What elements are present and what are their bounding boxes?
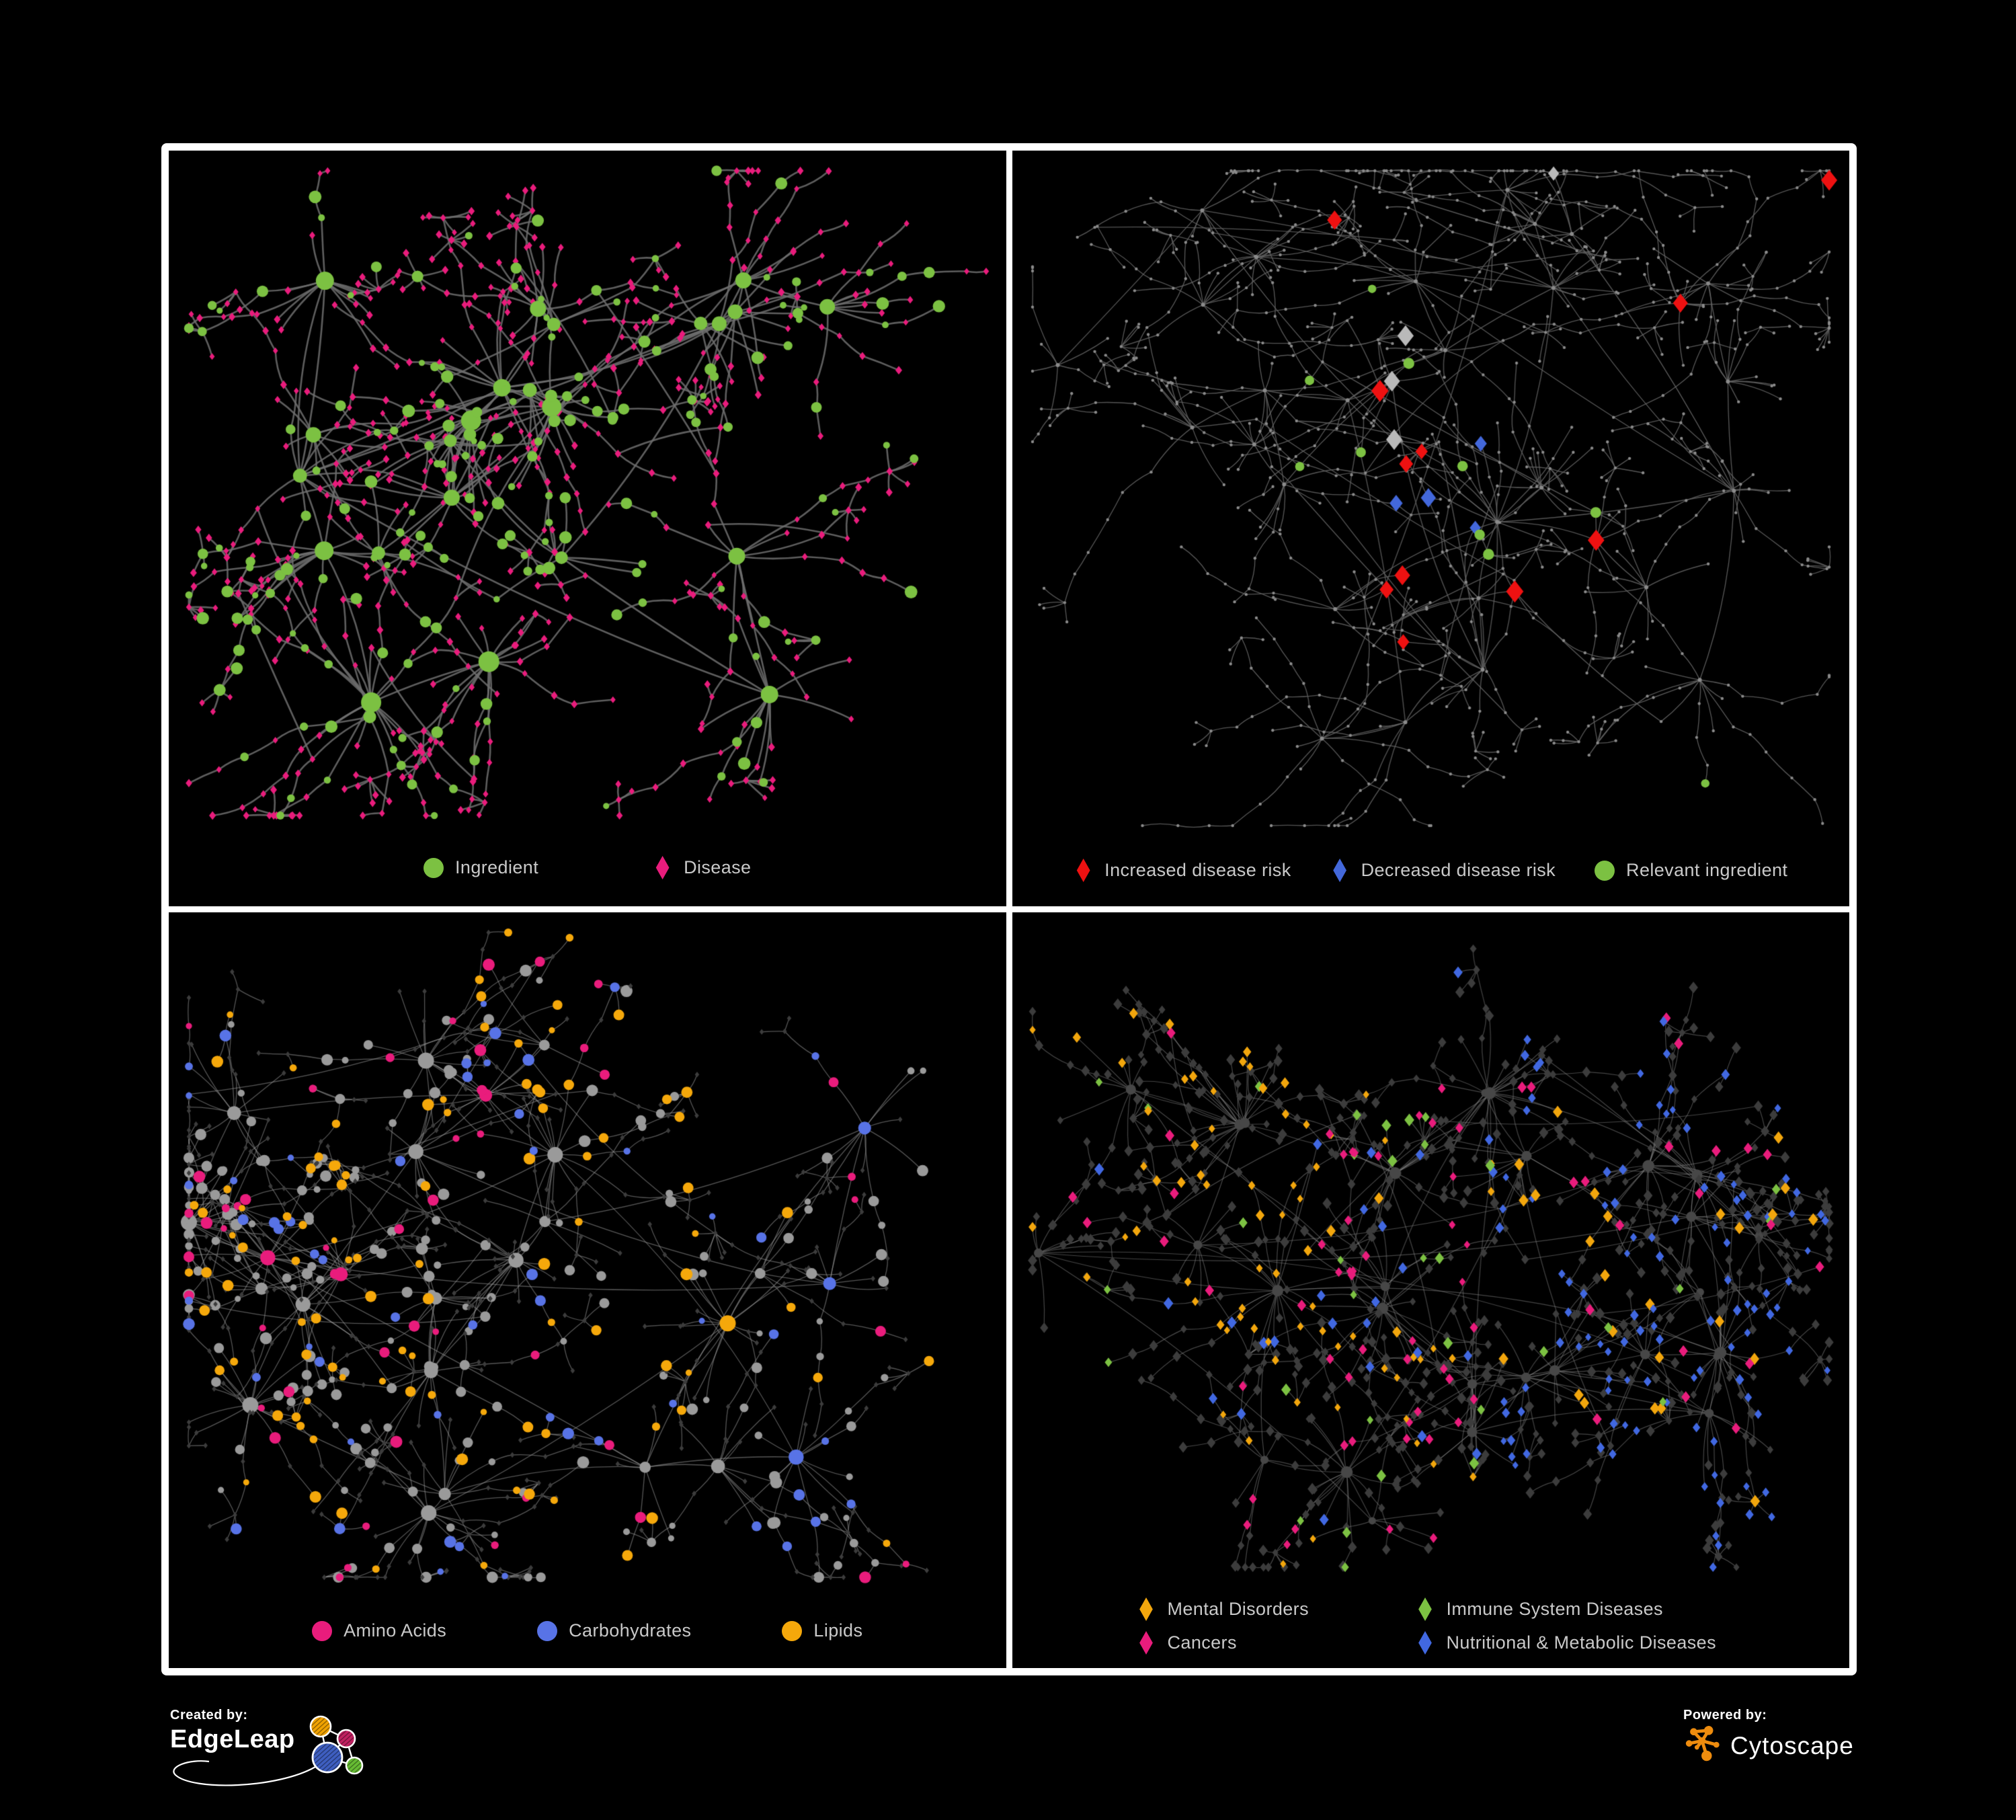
- figure-grid: Ingredient Disease Increased disease ris…: [161, 143, 1857, 1675]
- legend-item: Immune System Diseases: [1416, 1597, 1716, 1621]
- panel-disease-classes: Mental Disorders Immune System Diseases …: [1012, 912, 1850, 1668]
- diamond-marker-icon: [1076, 859, 1090, 882]
- circle-marker-icon: [782, 1620, 803, 1641]
- diamond-marker-icon: [1418, 1597, 1432, 1621]
- legend-item: Amino Acids: [312, 1620, 446, 1641]
- legend-item: Decreased disease risk: [1330, 859, 1556, 882]
- legend-item: Nutritional & Metabolic Diseases: [1416, 1631, 1716, 1655]
- legend-label: Cancers: [1167, 1632, 1237, 1653]
- cytoscape-logo-icon: [1685, 1726, 1720, 1762]
- legend-label: Immune System Diseases: [1446, 1599, 1663, 1619]
- diamond-marker-icon: [1333, 859, 1346, 882]
- legend-item: Increased disease risk: [1074, 859, 1291, 882]
- legend-ingredient-disease: Ingredient Disease: [169, 856, 1006, 879]
- circle-marker-icon: [1595, 860, 1615, 881]
- diamond-marker-icon: [655, 856, 670, 879]
- cytoscape-brand: Cytoscape: [1730, 1732, 1854, 1759]
- disease-classes-network: [1012, 912, 1849, 1668]
- diamond-marker-icon: [1139, 1597, 1153, 1621]
- legend-item: Relevant ingredient: [1595, 860, 1787, 881]
- legend-label: Ingredient: [455, 857, 539, 877]
- panel-disease-risk: Increased disease risk Decreased disease…: [1012, 151, 1850, 906]
- legend-item: Lipids: [782, 1620, 862, 1641]
- circle-marker-icon: [312, 1620, 333, 1641]
- legend-nutrients: Amino Acids Carbohydrates Lipids: [169, 1620, 1006, 1641]
- legend-label: Lipids: [813, 1620, 863, 1640]
- legend-label: Increased disease risk: [1104, 860, 1291, 880]
- legend-label: Mental Disorders: [1167, 1599, 1309, 1619]
- ingredient-disease-network: [169, 151, 1006, 906]
- created-by-label: Created by:: [170, 1708, 248, 1723]
- legend-label: Carbohydrates: [569, 1620, 692, 1640]
- cytoscape-credit: Powered by: Cytoscape: [1683, 1708, 1885, 1788]
- legend-label: Relevant ingredient: [1626, 860, 1788, 880]
- circle-marker-icon: [424, 857, 444, 878]
- legend-label: Amino Acids: [344, 1620, 447, 1640]
- disease-risk-network: [1012, 151, 1849, 906]
- edgeleap-credit: Created by: EdgeLeap: [170, 1708, 378, 1788]
- legend-item: Mental Disorders: [1137, 1597, 1385, 1621]
- legend-label: Nutritional & Metabolic Diseases: [1446, 1632, 1716, 1653]
- nutrients-network: [169, 912, 1006, 1668]
- legend-disease-classes: Mental Disorders Immune System Diseases …: [1012, 1597, 1850, 1655]
- circle-marker-icon: [537, 1620, 558, 1641]
- legend-disease-risk: Increased disease risk Decreased disease…: [1012, 859, 1850, 882]
- legend-item: Ingredient: [424, 857, 538, 878]
- panel-ingredient-disease: Ingredient Disease: [169, 151, 1006, 906]
- legend-label: Decreased disease risk: [1361, 860, 1556, 880]
- legend-item: Cancers: [1137, 1631, 1385, 1655]
- diamond-marker-icon: [1139, 1631, 1153, 1655]
- legend-item: Disease: [653, 856, 751, 879]
- panel-nutrients: Amino Acids Carbohydrates Lipids: [169, 912, 1006, 1668]
- edgeleap-brand: EdgeLeap: [170, 1725, 295, 1753]
- diamond-marker-icon: [1418, 1631, 1432, 1655]
- legend-item: Carbohydrates: [537, 1620, 691, 1641]
- powered-by-label: Powered by:: [1683, 1708, 1767, 1723]
- legend-label: Disease: [684, 857, 752, 877]
